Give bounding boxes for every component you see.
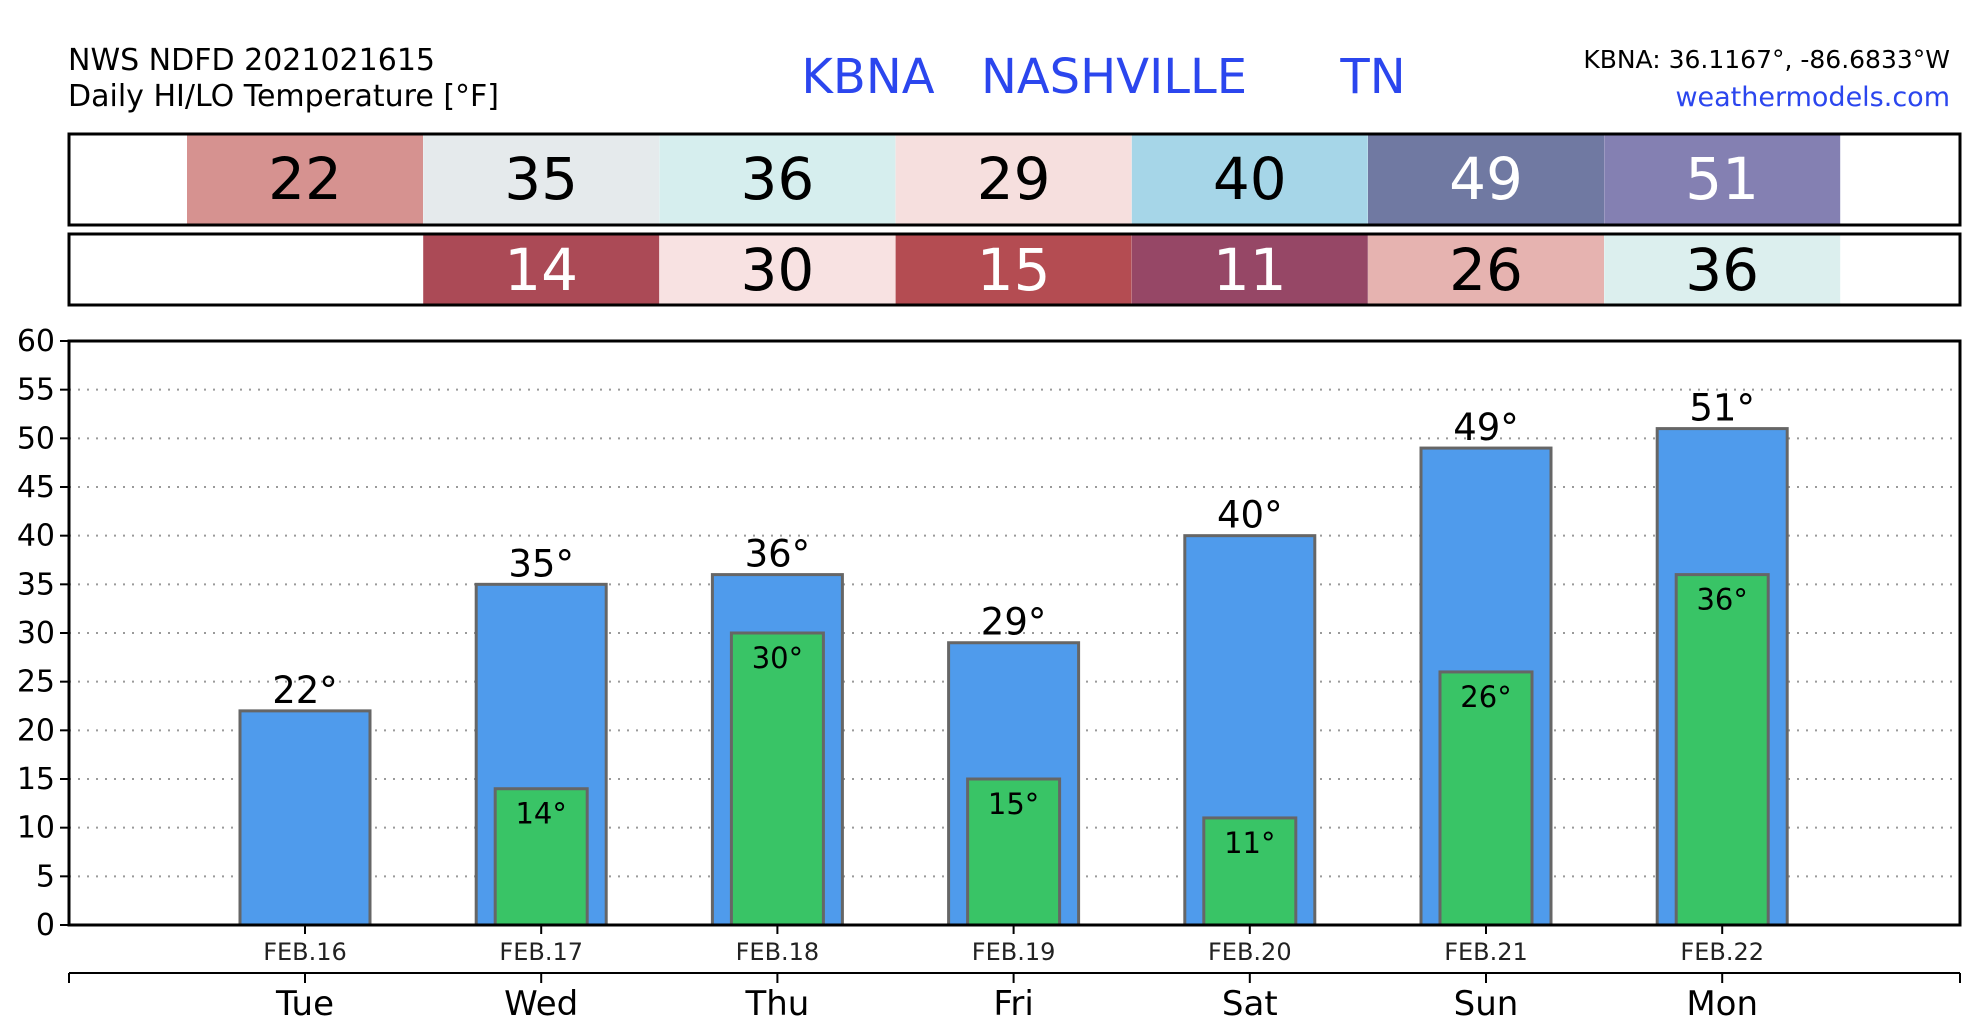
low-temp-bar: [493, 787, 589, 927]
high-strip-value: 51: [1685, 145, 1759, 213]
station-coords: KBNA: 36.1167°, -86.6833°W: [1583, 45, 1950, 74]
high-strip-value: 35: [504, 145, 578, 213]
x-date-label: FEB.18: [736, 938, 820, 966]
low-strip-value: 14: [504, 236, 578, 304]
low-strip-value: 36: [1685, 236, 1759, 304]
day-label: Sun: [1454, 984, 1519, 1024]
low-temp-label: 15°: [988, 787, 1039, 821]
high-strip-value: 49: [1449, 145, 1523, 213]
y-tick-label: 0: [36, 908, 55, 943]
y-tick-label: 55: [17, 373, 55, 408]
high-strip-value: 36: [740, 145, 814, 213]
y-tick-label: 30: [17, 616, 55, 651]
day-label: Thu: [744, 984, 809, 1024]
low-strip-cell: [659, 234, 896, 305]
high-strip-value: 40: [1213, 145, 1287, 213]
high-temp-bar: [238, 709, 372, 927]
low-strip-value: 11: [1213, 236, 1287, 304]
low-temp-label: 26°: [1460, 680, 1511, 714]
station-state: TN: [1339, 49, 1405, 105]
high-strip-cell: [1131, 134, 1368, 225]
low-strip-frame: [67, 232, 1962, 307]
high-strip-frame: [67, 132, 1962, 227]
low-strip-cell: [1131, 234, 1368, 305]
x-date-label: FEB.21: [1444, 938, 1528, 966]
low-temp-label: 14°: [515, 797, 566, 831]
high-strip-cell: [1368, 134, 1604, 225]
high-strip-value: 29: [977, 145, 1051, 213]
x-date-label: FEB.20: [1208, 938, 1292, 966]
low-temp-label: 36°: [1696, 583, 1747, 617]
low-strip-value: 15: [977, 236, 1051, 304]
y-tick-label: 10: [17, 811, 55, 846]
y-tick-label: 60: [17, 324, 55, 359]
source-line: NWS NDFD 2021021615: [68, 43, 435, 78]
day-label: Wed: [504, 984, 578, 1024]
high-strip-cell: [659, 134, 896, 225]
high-temp-label: 29°: [981, 601, 1047, 644]
day-label: Mon: [1686, 984, 1758, 1024]
station-name: NASHVILLE: [981, 49, 1247, 105]
high-strip-cell: [1604, 134, 1841, 225]
site-link[interactable]: weathermodels.com: [1675, 82, 1950, 113]
low-temp-bar: [1674, 573, 1770, 927]
day-label: Tue: [275, 984, 334, 1024]
low-strip-cell: [423, 234, 660, 305]
y-tick-label: 15: [17, 762, 55, 797]
day-label: Sat: [1222, 984, 1278, 1024]
y-tick-label: 40: [17, 519, 55, 554]
x-axis: FEB.16 FEB.17 FEB.18 FEB.19 FEB.20 FEB.21 FEB.…: [68, 925, 1961, 1024]
high-strip-value: 22: [268, 145, 342, 213]
low-temp-bar: [729, 631, 825, 927]
station-id: KBNA: [801, 49, 934, 105]
product-line: Daily HI/LO Temperature [°F]: [68, 79, 499, 114]
low-strip-cell: [1368, 234, 1604, 305]
high-temp-label: 35°: [508, 542, 574, 585]
day-label: Fri: [993, 984, 1034, 1024]
x-date-label: FEB.19: [972, 938, 1056, 966]
low-temp-bar: [966, 777, 1062, 927]
low-strip-cell: [895, 234, 1132, 305]
y-tick-label: 45: [17, 470, 55, 505]
high-temp-label: 49°: [1453, 406, 1519, 449]
y-tick-label: 5: [36, 859, 55, 894]
high-temperature-strip: 22 35 36 29 40 49 51: [187, 134, 1841, 225]
y-tick-label: 35: [17, 567, 55, 602]
x-date-label: FEB.22: [1680, 938, 1764, 966]
y-tick-label: 25: [17, 665, 55, 700]
low-temp-label: 30°: [752, 641, 803, 675]
low-temp-label: 11°: [1224, 826, 1275, 860]
x-date-label: FEB.17: [499, 938, 583, 966]
high-temp-label: 22°: [272, 669, 338, 712]
low-strip-cell: [1604, 234, 1841, 305]
high-temp-label: 51°: [1689, 387, 1755, 430]
high-strip-cell: [895, 134, 1132, 225]
high-strip-cell: [187, 134, 423, 225]
low-strip-value: 26: [1449, 236, 1523, 304]
low-temp-bar: [1202, 816, 1298, 927]
y-axis: 0 5 10 15 20 25 30 35 40 45 50 55 60: [17, 324, 69, 943]
bar-series: 22° 35° 14° 36° 30° 29° 15° 40° 11° 49° 26° 51° 36°: [238, 387, 1789, 927]
high-temp-label: 36°: [745, 533, 811, 576]
high-strip-cell: [423, 134, 660, 225]
y-tick-label: 20: [17, 713, 55, 748]
x-date-label: FEB.16: [263, 938, 347, 966]
high-temp-label: 40°: [1217, 494, 1283, 537]
low-temperature-strip: 14 30 15 11 26 36: [423, 234, 1841, 305]
y-tick-label: 50: [17, 421, 55, 456]
low-strip-value: 30: [740, 236, 814, 304]
